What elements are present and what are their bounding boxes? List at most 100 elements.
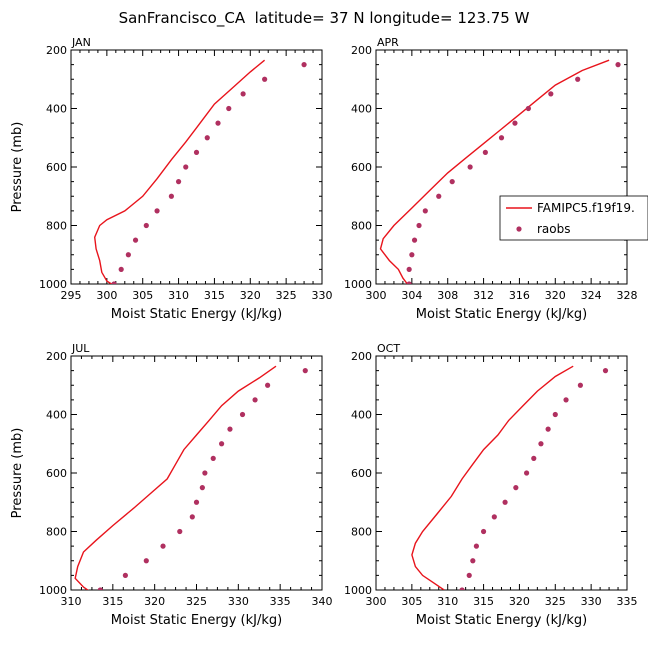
model-series-line: [379, 59, 610, 284]
raobs-point: [524, 470, 530, 476]
raobs-point: [215, 120, 221, 126]
raobs-point: [502, 499, 508, 505]
raobs-point: [301, 62, 307, 68]
y-tick-label: 1000: [344, 278, 372, 291]
x-tick-label: 320: [240, 289, 261, 302]
x-tick-label: 315: [102, 595, 123, 608]
raobs-point: [177, 528, 183, 535]
y-tick-label: 600: [46, 467, 67, 480]
x-axis-label: Moist Static Energy (kJ/kg): [416, 613, 587, 628]
raobs-point: [513, 485, 519, 491]
panels: JAN 295 300 305 310 315 320 325 330 200 400 600 800 1…: [10, 36, 638, 628]
y-tick-label: 800: [351, 220, 372, 233]
x-tick-label: 335: [617, 595, 638, 608]
raobs-point: [473, 543, 479, 549]
raobs-point: [302, 368, 308, 374]
raobs-point: [491, 514, 497, 520]
x-tick-label: 325: [186, 595, 207, 608]
x-tick-label: 308: [437, 289, 458, 302]
y-tick-label: 200: [46, 350, 67, 363]
raobs-point: [409, 252, 415, 258]
raobs-point: [193, 149, 200, 155]
legend-marker-swatch: [516, 226, 522, 232]
raobs-point: [482, 149, 488, 155]
panel-title: APR: [377, 36, 399, 49]
raobs-point: [577, 382, 583, 388]
y-tick-label: 400: [46, 103, 67, 116]
x-tick-label: 305: [401, 595, 422, 608]
x-tick-label: 300: [366, 595, 387, 608]
raobs-point: [480, 528, 487, 535]
raobs-point: [111, 281, 117, 284]
raobs-point: [227, 426, 233, 432]
x-tick-label: 320: [144, 595, 165, 608]
raobs-point: [240, 91, 246, 97]
y-tick-label: 200: [351, 350, 372, 363]
plot-frame: [375, 355, 628, 591]
raobs-point: [563, 397, 569, 403]
x-tick-label: 312: [473, 289, 494, 302]
raobs-point: [615, 62, 621, 68]
raobs-point: [459, 587, 465, 590]
legend-label: raobs: [537, 222, 571, 236]
raobs-point: [512, 120, 518, 126]
model-series-line: [74, 365, 277, 590]
x-tick-label: 300: [366, 289, 387, 302]
x-tick-label: 324: [581, 289, 602, 302]
raobs-point: [175, 179, 182, 185]
x-tick-label: 320: [509, 595, 530, 608]
raobs-point: [531, 455, 537, 461]
figure-title: SanFrancisco_CA latitude= 37 N longitude…: [119, 9, 530, 28]
legend: FAMIPC5.f19f19. raobs: [499, 195, 648, 241]
raobs-point: [118, 266, 124, 272]
raobs-point: [239, 411, 246, 418]
y-tick-label: 800: [351, 526, 372, 539]
y-tick-label: 200: [46, 44, 67, 57]
y-tick-label: 1000: [344, 584, 372, 597]
y-axis-label: Pressure (mb): [10, 428, 25, 519]
raobs-point: [262, 76, 268, 82]
y-tick-label: 600: [351, 467, 372, 480]
x-tick-label: 315: [473, 595, 494, 608]
raobs-point: [436, 193, 442, 199]
x-axis-label: Moist Static Energy (kJ/kg): [111, 307, 282, 322]
raobs-point: [160, 543, 166, 549]
panel-title: JAN: [71, 36, 91, 49]
raobs-point: [449, 179, 455, 185]
raobs-point: [467, 164, 473, 170]
x-tick-label: 328: [617, 289, 638, 302]
raobs-point: [265, 382, 271, 388]
raobs-point: [183, 164, 189, 170]
raobs-point: [252, 397, 258, 403]
raobs-point: [204, 135, 210, 141]
x-tick-label: 304: [401, 289, 422, 302]
raobs-point: [143, 222, 149, 229]
panel-title: JUL: [71, 342, 90, 355]
x-axis-label: Moist Static Energy (kJ/kg): [111, 613, 282, 628]
x-tick-label: 325: [276, 289, 297, 302]
x-tick-label: 315: [204, 289, 225, 302]
raobs-point: [470, 558, 476, 564]
x-tick-label: 316: [509, 289, 530, 302]
x-tick-label: 340: [312, 595, 333, 608]
raobs-point: [193, 499, 200, 505]
y-tick-label: 1000: [39, 278, 67, 291]
x-axis-label: Moist Static Energy (kJ/kg): [416, 307, 587, 322]
raobs-point: [416, 222, 422, 229]
raobs-point: [602, 368, 609, 374]
x-tick-label: 325: [545, 595, 566, 608]
y-tick-label: 800: [46, 220, 67, 233]
panel-apr: APR 300 304 308 312 316 320 324 328 200 400 600 800 1…: [344, 36, 638, 322]
panel-oct: OCT 300 305 310 315 320 325 330 335 200 400 600 800 1…: [344, 342, 638, 628]
panel-jan: JAN 295 300 305 310 315 320 325 330 200 400 600 800 1…: [10, 36, 333, 322]
y-tick-label: 200: [351, 44, 372, 57]
legend-box: [499, 195, 648, 241]
x-tick-label: 335: [270, 595, 291, 608]
raobs-point: [219, 441, 225, 447]
model-series-line: [93, 59, 266, 284]
y-tick-label: 400: [46, 409, 67, 422]
model-series-line: [411, 365, 574, 590]
y-tick-label: 400: [351, 409, 372, 422]
raobs-point: [97, 587, 103, 590]
panel-jul: JUL 310 315 320 325 330 335 340 200 400 600 800 1000…: [10, 342, 333, 628]
